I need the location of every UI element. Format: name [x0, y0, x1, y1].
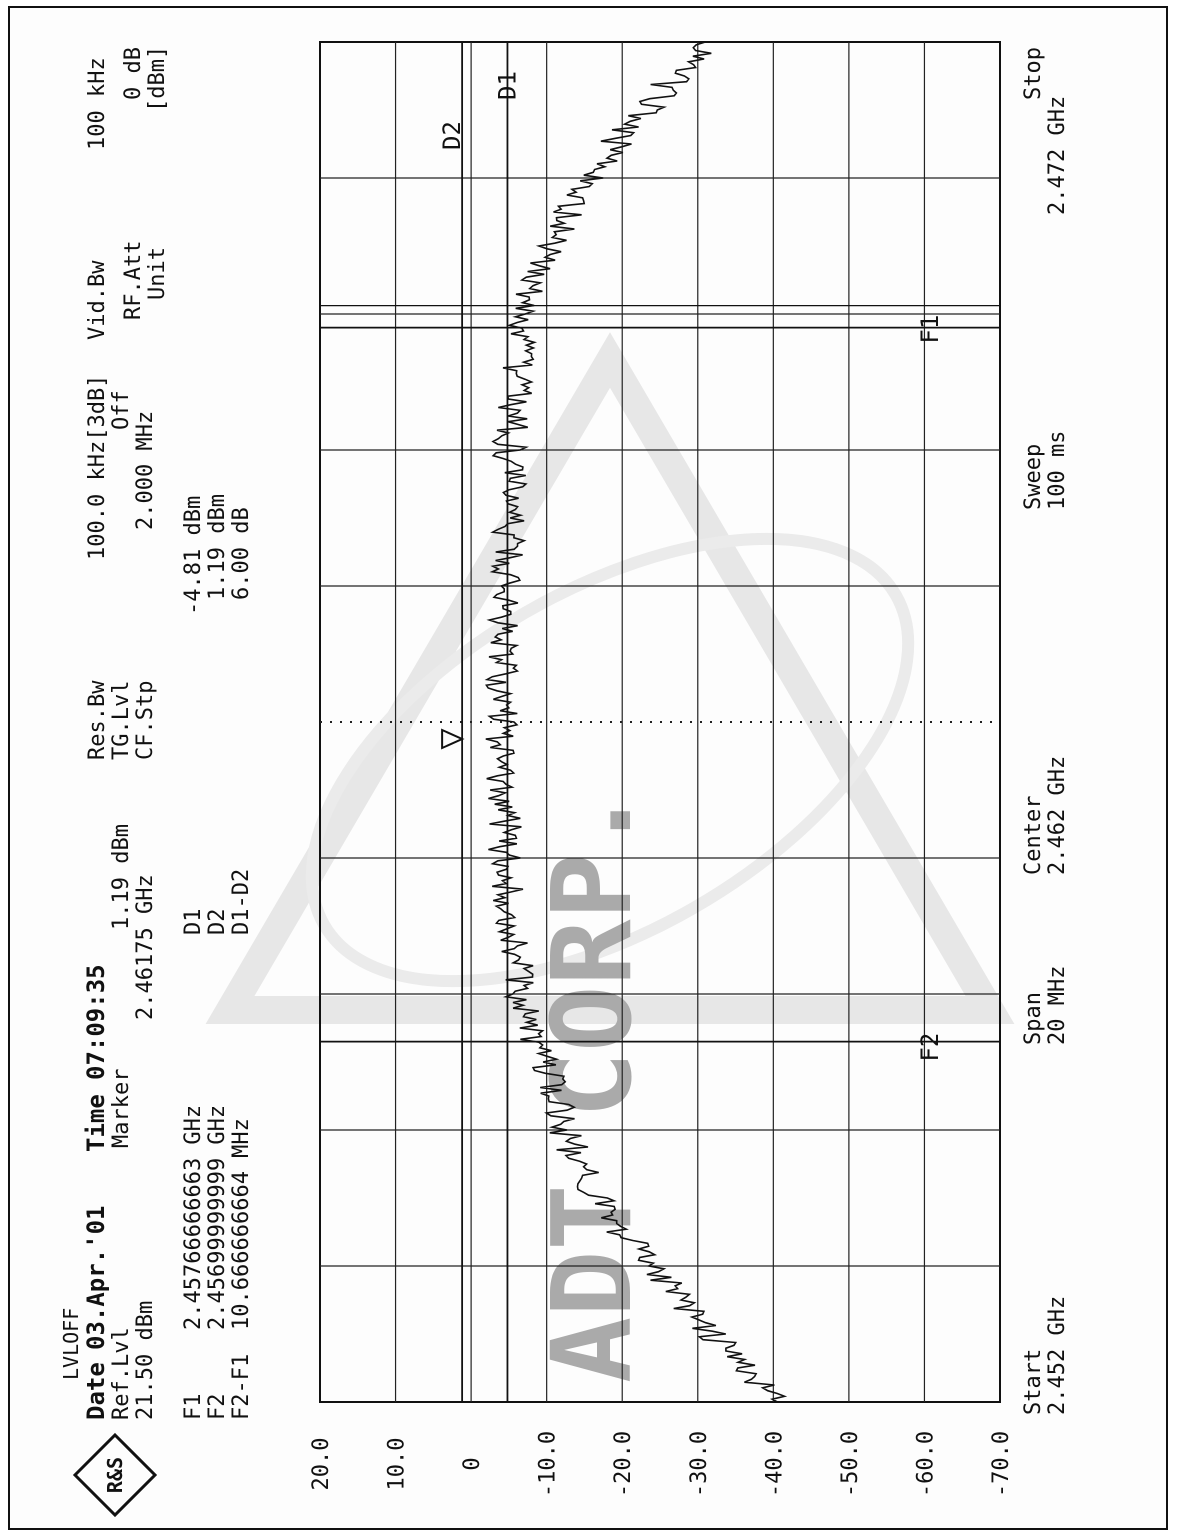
cf-stp-label: CF.Stp: [133, 681, 158, 760]
marker-level: 1.19 dBm: [109, 824, 134, 930]
y-tick-label: 0: [460, 1457, 485, 1470]
date-value: 03.Apr.'01: [82, 1206, 110, 1351]
y-tick-label: -10.0: [536, 1431, 561, 1497]
marker-f2f1-value: 10.666666664 MHz: [229, 1118, 254, 1330]
marker-f2-name: F2: [205, 1394, 230, 1421]
peak-marker: [441, 728, 465, 750]
marker-d2-value: 1.19 dBm: [205, 494, 230, 600]
rf-att-label: RF.Att: [121, 241, 146, 320]
marker-freq: 2.46175 GHz: [133, 874, 158, 1020]
y-tick-label: -30.0: [687, 1431, 712, 1497]
res-bw-value: 100.0 kHz[3dB]: [85, 375, 110, 560]
span-label: Span: [1021, 992, 1046, 1045]
d1-label: D1: [493, 71, 521, 100]
header-block: LVLOFF Date 03.Apr.'01 Time 07:09:35 Ref…: [59, 46, 170, 1420]
center-label: Center: [1021, 796, 1046, 875]
stop-label: Stop: [1021, 47, 1046, 100]
vid-bw-value: 100 kHz: [85, 57, 110, 150]
start-value: 2.452 GHz: [1045, 1296, 1070, 1415]
y-tick-label: 10.0: [385, 1438, 410, 1491]
cf-stp-value: 2.000 MHz: [133, 411, 158, 530]
y-tick-label: -40.0: [762, 1431, 787, 1497]
y-tick-label: -70.0: [989, 1431, 1014, 1497]
start-label: Start: [1021, 1349, 1046, 1415]
marker-d1d2-name: D1-D2: [229, 869, 254, 935]
mode-text: LVLOFF: [59, 1308, 83, 1380]
time-value: 07:09:35: [82, 964, 110, 1080]
rs-logo-diamond-icon: [72, 1432, 158, 1518]
marker-d1-value: -4.81 dBm: [181, 496, 206, 615]
watermark: ADT CORP.: [205, 332, 1015, 1383]
span-value: 20 MHz: [1045, 966, 1070, 1045]
peak-marker-triangle-icon: [441, 728, 465, 750]
sweep-value: 100 ms: [1045, 431, 1070, 510]
time-label: Time: [82, 1094, 110, 1152]
spectrum-trace: [484, 41, 788, 1403]
tg-lvl-label: TG.Lvl: [109, 681, 134, 760]
marker-lines: D1 D2 F1 F2: [320, 42, 1000, 1402]
watermark-text: ADT CORP.: [528, 787, 656, 1383]
y-tick-label: 20.0: [309, 1438, 334, 1491]
sweep-label: Sweep: [1021, 444, 1046, 510]
marker-f2-value: 2.45699999999 GHz: [205, 1105, 230, 1330]
marker-label: Marker: [109, 1069, 134, 1148]
f2-label: F2: [916, 1033, 944, 1062]
center-value: 2.462 GHz: [1045, 756, 1070, 875]
unit-value: [dBm]: [145, 46, 170, 112]
marker-d1-name: D1: [181, 909, 206, 936]
d2-label: D2: [438, 121, 466, 150]
marker-table: F1 2.45766666663 GHz D1 -4.81 dBm F2 2.4…: [181, 494, 254, 1420]
footer-block: Start 2.452 GHz Span 20 MHz Center 2.462…: [1021, 47, 1070, 1415]
y-tick-label: -60.0: [913, 1431, 938, 1497]
marker-f1-name: F1: [181, 1394, 206, 1421]
marker-d2-name: D2: [205, 909, 230, 936]
watermark-orbit-icon: [305, 532, 915, 988]
vid-bw-label: Vid.Bw: [85, 260, 110, 340]
rs-logo: R&S: [72, 1432, 158, 1518]
y-tick-label: -20.0: [611, 1431, 636, 1497]
rf-att-value: 0 dB: [121, 47, 146, 100]
marker-d1d2-value: 6.00 dB: [229, 507, 254, 600]
marker-f2f1-name: F2-F1: [229, 1354, 254, 1420]
rs-logo-text: R&S: [103, 1457, 127, 1493]
unit-label: Unit: [145, 247, 170, 300]
plot-grid: [319, 41, 1001, 1403]
ref-lvl-value: 21.50 dBm: [133, 1301, 158, 1420]
tg-lvl-value: Off: [109, 390, 134, 430]
spectrum-printout: [8, 6, 1168, 1530]
y-tick-label: -50.0: [838, 1431, 863, 1497]
watermark-triangle-icon: [205, 332, 1015, 1024]
marker-f1-value: 2.45766666663 GHz: [181, 1105, 206, 1330]
ref-lvl-label: Ref.Lvl: [109, 1327, 134, 1420]
y-axis-labels: 20.0 10.0 0 -10.0 -20.0 -30.0 -40.0 -50.0 -60.0 -…: [309, 1431, 1014, 1497]
stop-value: 2.472 GHz: [1045, 96, 1070, 215]
date-label: Date: [82, 1362, 110, 1420]
f1-label: F1: [916, 315, 944, 344]
res-bw-label: Res.Bw: [85, 680, 110, 760]
